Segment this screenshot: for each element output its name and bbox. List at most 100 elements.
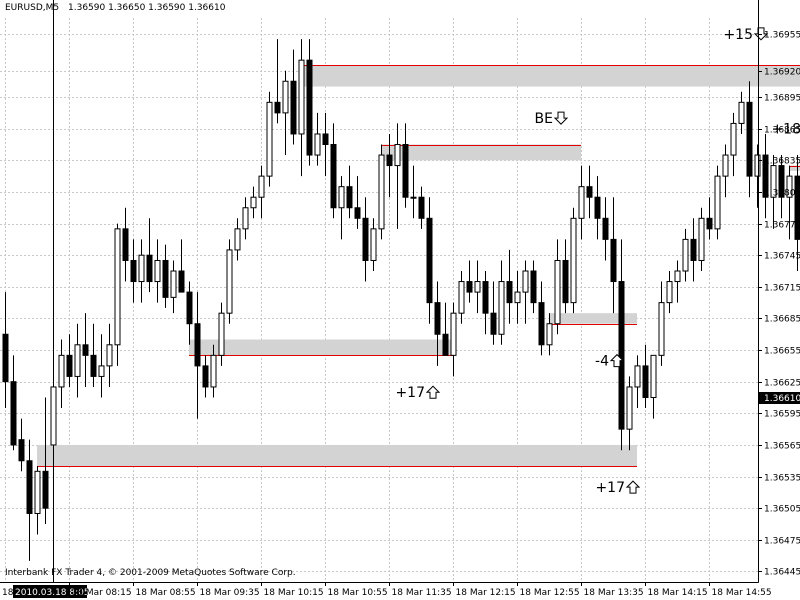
symbol-label: EURUSD,M5 <box>5 3 60 13</box>
candle-body-bear <box>10 381 17 446</box>
candle-body-bear <box>706 217 713 230</box>
candle-body-bull <box>770 165 777 198</box>
candle-body-bear <box>194 323 201 367</box>
candle-body-bull <box>314 133 321 156</box>
candle-body-bear <box>162 259 169 298</box>
grid <box>0 0 758 582</box>
candle-body-bull <box>98 365 105 377</box>
candle-body-bull <box>650 354 657 399</box>
y-tick-label: 1.36865 <box>764 126 800 136</box>
x-tick-label: 18 Mar 08:55 <box>136 588 196 598</box>
x-tick-label: 18 Mar 08:15 <box>72 588 132 598</box>
chart-header: EURUSD,M5 1.36590 1.36650 1.36590 1.3661… <box>5 3 225 13</box>
y-tick-label: 1.36535 <box>764 474 800 484</box>
candle-body-bear <box>66 354 73 377</box>
candle-body-bear <box>794 175 800 240</box>
candle-body-bear <box>186 291 193 325</box>
annotation-label: BE <box>535 111 553 127</box>
candle-body-bull <box>370 228 377 261</box>
x-tick-label: 18 Mar 09:35 <box>200 588 260 598</box>
candle-body-bull <box>738 101 745 124</box>
candle-body-bull <box>226 249 233 314</box>
candle-body-bear <box>538 302 545 346</box>
candle-body-bear <box>2 333 9 383</box>
candle-body-bull <box>698 217 705 261</box>
candle-body-bull <box>722 154 729 177</box>
candle-body-bull <box>634 365 641 388</box>
candle-body-bull <box>410 196 417 199</box>
candle-body-bull <box>458 281 465 314</box>
candle-body-bull <box>546 323 553 346</box>
x-tick-label: 18 Mar 14:15 <box>648 588 708 598</box>
candle-body-bull <box>234 228 241 251</box>
candle-body-bear <box>746 101 753 177</box>
x-tick-label: 18 Mar 13:35 <box>584 588 644 598</box>
candle-body-bull <box>74 344 81 377</box>
candle-body-bull <box>578 186 585 219</box>
y-tick-label: 1.36505 <box>764 505 800 515</box>
x-start-label: 2010.03.18 8:05 <box>15 588 90 598</box>
candle-body-bear <box>466 281 473 293</box>
candle-body-bull <box>282 80 289 114</box>
candle-body-bull <box>674 270 681 283</box>
candle-body-bear <box>330 144 337 209</box>
annotation-up: +17 <box>395 385 441 401</box>
candle-body-bear <box>146 254 153 283</box>
candle-body-bear <box>594 196 601 219</box>
x-tick-label: 18 Mar 10:15 <box>264 588 324 598</box>
candle-body-bull <box>626 386 633 430</box>
candle-body-bull <box>498 281 505 335</box>
y-tick-label: 1.36685 <box>764 315 800 325</box>
current-price-label: 1.36610 <box>764 394 800 404</box>
y-tick-label: 1.36475 <box>764 537 800 547</box>
y-tick-label: 1.36745 <box>764 252 800 262</box>
candle-body-bull <box>58 354 65 388</box>
candle-body-bear <box>130 259 137 283</box>
candle-body-bear <box>354 207 361 219</box>
candle-body-bull <box>210 354 217 388</box>
x-tick-label: 18 <box>2 588 14 598</box>
candle-body-bear <box>26 460 33 514</box>
candle-body-bull <box>50 386 57 446</box>
candle-body-bear <box>418 196 425 219</box>
x-tick-label: 18 Mar 10:55 <box>328 588 388 598</box>
y-tick-label: 1.36595 <box>764 410 800 420</box>
candle-body-bear <box>530 270 537 304</box>
candle-body-bear <box>778 165 785 198</box>
candles <box>2 39 800 561</box>
candle-body-bull <box>450 312 457 356</box>
arrow-up-icon <box>425 385 441 399</box>
current-price-badge <box>759 392 800 404</box>
candle-body-bull <box>266 101 273 177</box>
zone-rect <box>381 144 581 161</box>
candle-body-bull <box>570 217 577 304</box>
candle-body-bear <box>306 59 313 156</box>
annotation-down: +18 <box>771 122 800 138</box>
y-tick-label: 1.36895 <box>764 94 800 104</box>
candle-body-bull <box>682 238 689 272</box>
candle-body-bull <box>258 175 265 198</box>
zone-rect <box>549 313 637 324</box>
candle-body-bear <box>42 470 49 509</box>
y-tick-label: 1.36655 <box>764 347 800 357</box>
annotation-down: BE <box>535 111 569 127</box>
candle-body-bear <box>610 238 617 283</box>
candle-body-bull <box>250 196 257 209</box>
y-tick-label: 1.36625 <box>764 379 800 389</box>
candle-body-bull <box>154 259 161 283</box>
candle-body-bull <box>106 344 113 367</box>
x-tick-label: 18 Mar 14:55 <box>712 588 772 598</box>
y-tick-label: 1.36805 <box>764 189 800 199</box>
candle-body-bear <box>202 365 209 388</box>
candle-body-bear <box>18 439 25 462</box>
candle-body-bear <box>290 80 297 135</box>
x-tick-label: 18 Mar 12:55 <box>520 588 580 598</box>
copyright-text: Interbank FX Trader 4, © 2001-2009 MetaQ… <box>5 568 296 578</box>
y-tick-label: 1.36920 <box>764 68 800 78</box>
candle-body-bear <box>386 154 393 167</box>
candle-body-bull <box>714 175 721 230</box>
candle-body-bear <box>442 333 449 356</box>
candle-body-bear <box>762 154 769 198</box>
